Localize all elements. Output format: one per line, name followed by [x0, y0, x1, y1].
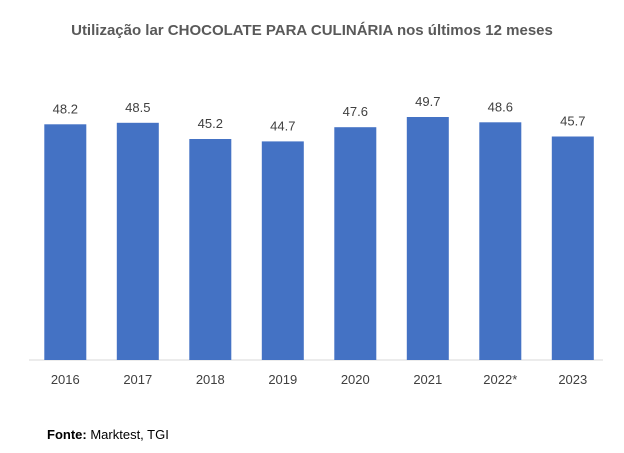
- x-tick-label-2023: 2023: [558, 372, 587, 387]
- bar-2021: [406, 117, 449, 360]
- bar-2017: [116, 122, 159, 360]
- data-label-2018: 45.2: [198, 116, 223, 131]
- x-tick-labels-group: 2016 2017 2018 2019 2020 2021 2022* 2023: [51, 372, 587, 387]
- x-tick-label-2022*: 2022*: [483, 372, 517, 387]
- x-tick-label-2019: 2019: [268, 372, 297, 387]
- data-label-2017: 48.5: [125, 100, 150, 115]
- x-tick-label-2016: 2016: [51, 372, 80, 387]
- bar-2016: [44, 124, 87, 360]
- data-label-2019: 44.7: [270, 118, 295, 133]
- chart-title: Utilização lar CHOCOLATE PARA CULINÁRIA …: [71, 22, 553, 39]
- source-label: Fonte:: [47, 427, 87, 442]
- bar-2019: [261, 141, 304, 360]
- data-label-2022*: 48.6: [488, 99, 513, 114]
- bar-2023: [551, 136, 594, 360]
- data-labels-group: 48.2 48.5 45.2 44.7 47.6 49.7 48.6 45.7: [53, 94, 586, 133]
- data-label-2016: 48.2: [53, 101, 78, 116]
- x-tick-label-2017: 2017: [123, 372, 152, 387]
- bar-2020: [334, 127, 377, 360]
- bar-2022*: [479, 122, 522, 360]
- data-label-2023: 45.7: [560, 114, 585, 129]
- data-label-2021: 49.7: [415, 94, 440, 109]
- bar-2018: [189, 139, 232, 360]
- source-note: Fonte: Marktest, TGI: [47, 427, 169, 442]
- x-tick-label-2018: 2018: [196, 372, 225, 387]
- bars-group: [44, 117, 594, 360]
- data-label-2020: 47.6: [343, 104, 368, 119]
- source-text: Marktest, TGI: [90, 427, 169, 442]
- x-tick-label-2020: 2020: [341, 372, 370, 387]
- x-tick-label-2021: 2021: [413, 372, 442, 387]
